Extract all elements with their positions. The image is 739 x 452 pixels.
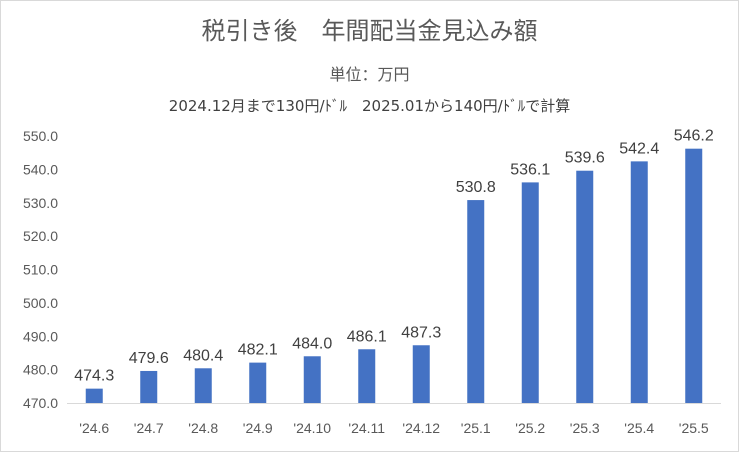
x-tick-label: '24.9 (243, 420, 273, 436)
bar (576, 170, 594, 403)
y-tick-label: 500.0 (23, 295, 58, 311)
data-label: 484.0 (292, 335, 332, 352)
data-label: 546.2 (674, 128, 714, 145)
y-tick-label: 550.0 (23, 128, 58, 144)
bar (249, 362, 267, 403)
data-label: 542.4 (619, 140, 659, 157)
bar (467, 200, 485, 403)
x-tick-label: '24.10 (293, 420, 331, 436)
chart-title: 税引き後 年間配当金見込み額 (201, 17, 538, 45)
x-tick-label: '24.7 (134, 420, 164, 436)
chart-note: 2024.12月まで130円/ﾄﾞﾙ 2025.01から140円/ﾄﾞﾙで計算 (168, 97, 571, 115)
bar (630, 161, 648, 403)
x-tick-label: '25.3 (570, 420, 600, 436)
x-tick-label: '25.5 (679, 420, 709, 436)
x-tick-label: '24.6 (79, 420, 109, 436)
y-tick-label: 480.0 (23, 362, 58, 378)
x-tick-label: '25.4 (624, 420, 654, 436)
y-tick-label: 520.0 (23, 228, 58, 244)
data-label: 486.1 (347, 328, 387, 345)
bar (358, 349, 376, 403)
x-tick-label: '25.2 (515, 420, 545, 436)
bar (521, 182, 539, 403)
y-tick-label: 490.0 (23, 328, 58, 344)
bar (303, 356, 321, 403)
x-tick-label: '24.8 (188, 420, 218, 436)
data-label: 482.1 (238, 342, 278, 359)
bar (85, 388, 103, 403)
y-tick-label: 510.0 (23, 262, 58, 278)
data-label: 479.6 (129, 350, 169, 367)
y-tick-label: 470.0 (23, 395, 58, 411)
chart-subtitle: 単位：万円 (329, 65, 410, 84)
x-tick-label: '24.12 (402, 420, 440, 436)
x-tick-label: '24.11 (348, 420, 385, 436)
data-label: 480.4 (183, 347, 223, 364)
data-label: 474.3 (74, 368, 114, 385)
data-label: 487.3 (401, 324, 441, 341)
bar (685, 148, 703, 403)
data-label: 530.8 (456, 179, 496, 196)
y-tick-label: 530.0 (23, 195, 58, 211)
data-label: 539.6 (565, 150, 605, 167)
x-tick-label: '25.1 (461, 420, 491, 436)
data-label: 536.1 (510, 161, 550, 178)
bar (412, 345, 430, 403)
bar (194, 368, 212, 403)
bar (140, 370, 158, 403)
y-tick-label: 540.0 (23, 161, 58, 177)
